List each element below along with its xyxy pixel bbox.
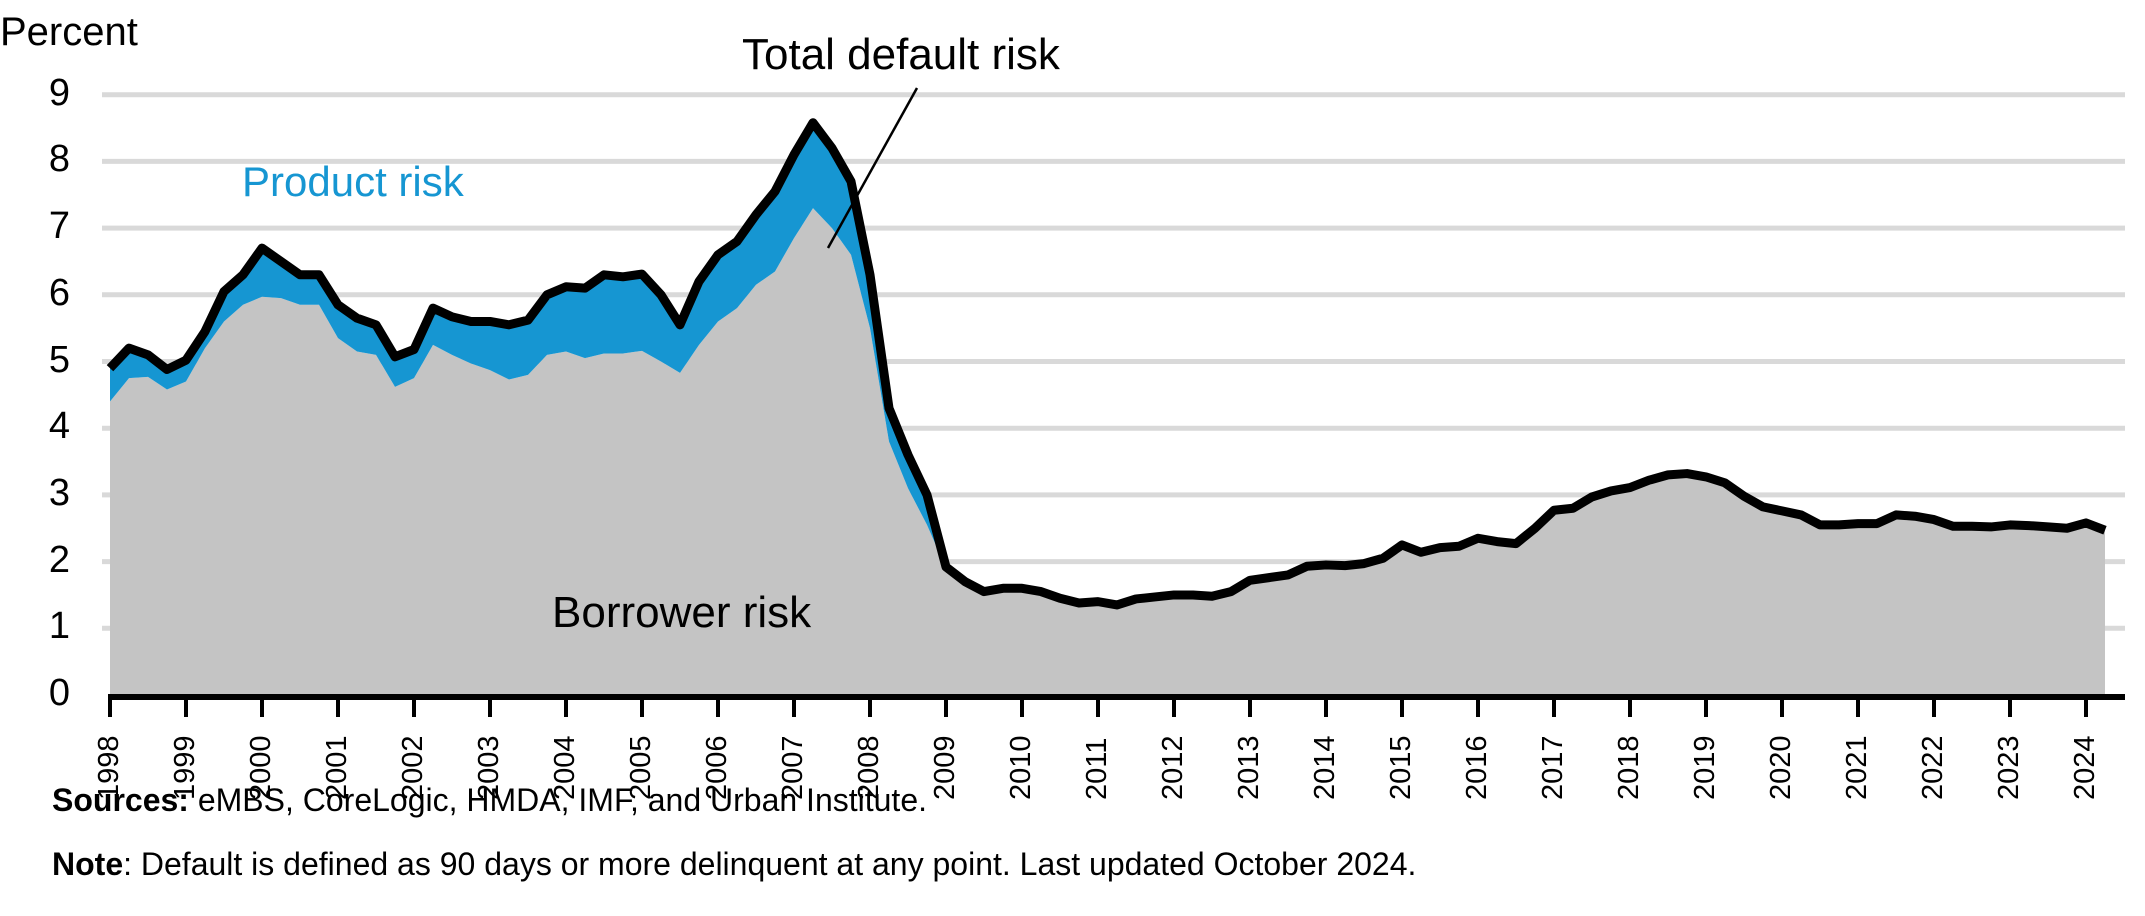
borrower-risk-area [110,208,2105,695]
x-tick-label: 2019 [1689,735,1721,800]
y-tick-label: 8 [48,138,70,181]
x-tick-label: 2022 [1917,735,1949,800]
y-tick-label: 1 [48,605,70,648]
y-tick-label: 0 [48,672,70,714]
product-risk-label: Product risk [242,158,464,205]
y-tick-label: 9 [48,71,70,114]
x-axis [108,694,2125,717]
x-tick-label: 2009 [929,735,961,800]
x-tick-label: 2010 [1005,735,1037,800]
x-tick-label: 2014 [1309,735,1341,800]
y-tick-label: 5 [48,338,70,381]
x-tick-label: 2011 [1081,737,1113,800]
footnote: Note: Default is defined as 90 days or m… [52,846,1416,883]
x-tick-label: 2021 [1841,735,1873,800]
note-label: Note [52,846,124,882]
y-tick-label: 2 [48,538,70,581]
y-axis-title: Percent [0,10,138,54]
borrower-risk-label: Borrower risk [552,588,812,637]
x-tick-label: 2016 [1461,735,1493,800]
x-tick-label: 2017 [1537,735,1569,800]
sources-text: eMBS, CoreLogic, HMDA, IMF, and Urban In… [188,782,927,818]
x-tick-label: 2013 [1233,735,1265,800]
x-tick-label: 2015 [1385,735,1417,800]
y-tick-label: 4 [48,405,70,448]
total-default-risk-line [106,118,2107,610]
sources-note: Sources: eMBS, CoreLogic, HMDA, IMF, and… [52,782,927,819]
x-tick-label: 2023 [1993,735,2025,800]
total-annotation-leader [826,87,919,249]
product-risk-area [110,122,2105,605]
x-tick-label: 2012 [1157,735,1189,800]
x-tick-label: 2018 [1613,735,1645,800]
x-tick-label: 2024 [2069,735,2101,800]
y-tick-label: 6 [48,271,70,314]
x-tick-label: 2020 [1765,735,1797,800]
y-tick-label: 3 [48,471,70,514]
note-text: : Default is defined as 90 days or more … [123,846,1417,882]
y-tick-label: 7 [48,205,70,248]
total-default-risk-label: Total default risk [742,30,1060,79]
sources-label: Sources: [52,782,189,818]
